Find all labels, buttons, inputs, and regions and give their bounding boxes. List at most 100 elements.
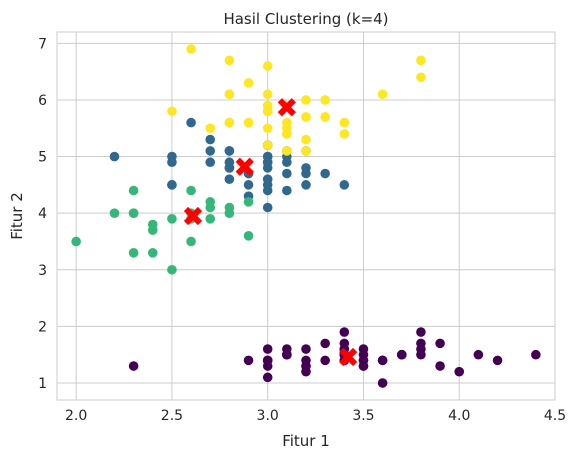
cluster-3-point	[243, 117, 254, 128]
x-tick-label: 4.0	[448, 408, 470, 424]
cluster-0-point	[358, 344, 369, 354]
cluster-2-point	[167, 214, 177, 224]
cluster-0-point	[301, 355, 311, 366]
cluster-1-point	[167, 151, 177, 162]
cluster-3-point	[282, 146, 292, 156]
x-axis-label: Fitur 1	[282, 432, 330, 450]
cluster-0-point	[435, 361, 445, 371]
cluster-1-point	[224, 174, 235, 184]
cluster-1-point	[301, 180, 311, 190]
cluster-2-point	[186, 236, 196, 247]
cluster-2-point	[128, 208, 139, 218]
x-tick-label: 2.0	[65, 408, 87, 424]
cluster-3-point	[301, 112, 311, 122]
cluster-1-point	[205, 134, 216, 145]
cluster-3-point	[224, 55, 235, 66]
cluster-1-point	[205, 157, 216, 168]
x-tick-label: 2.5	[161, 408, 183, 424]
x-tick-label: 4.5	[544, 408, 566, 424]
cluster-1-point	[224, 146, 235, 156]
cluster-3-point	[186, 44, 196, 54]
cluster-0-point	[262, 344, 273, 354]
y-tick-label: 4	[38, 206, 47, 222]
cluster-3-point	[320, 95, 330, 105]
cluster-1-point	[186, 117, 196, 128]
cluster-0-point	[531, 349, 541, 360]
cluster-2-point	[205, 214, 216, 224]
cluster-3-point	[320, 112, 330, 122]
cluster-0-point	[377, 378, 388, 388]
cluster-1-point	[167, 180, 177, 190]
cluster-3-point	[377, 89, 388, 100]
cluster-3-point	[301, 134, 311, 145]
cluster-0-point	[339, 327, 350, 337]
cluster-0-point	[416, 327, 426, 337]
centroid-marker	[277, 98, 296, 117]
cluster-0-point	[320, 355, 330, 366]
y-tick-label: 5	[38, 150, 47, 166]
cluster-3-point	[224, 117, 235, 128]
cluster-1-point	[282, 185, 292, 196]
cluster-0-point	[128, 361, 139, 371]
cluster-3-point	[339, 129, 350, 139]
chart-title: Hasil Clustering (k=4)	[223, 10, 388, 28]
y-axis-label: Fitur 2	[8, 192, 26, 240]
cluster-3-point	[243, 78, 254, 88]
cluster-2-point	[71, 236, 81, 247]
plot-area	[56, 31, 556, 401]
cluster-3-point	[282, 129, 292, 139]
y-tick-label: 2	[38, 319, 47, 335]
cluster-0-point	[473, 349, 484, 360]
cluster-0-point	[243, 355, 254, 366]
cluster-2-point	[147, 225, 158, 235]
cluster-0-point	[396, 349, 407, 360]
cluster-0-point	[358, 361, 369, 371]
cluster-2-point	[186, 185, 196, 196]
cluster-3-point	[262, 123, 273, 134]
cluster-1-point	[282, 168, 292, 179]
cluster-0-point	[320, 338, 330, 349]
cluster-0-point	[377, 355, 388, 366]
cluster-1-point	[109, 151, 120, 162]
data-points	[71, 44, 541, 388]
cluster-0-point	[282, 349, 292, 360]
cluster-2-point	[109, 208, 120, 218]
cluster-3-point	[224, 89, 235, 100]
cluster-1-point	[320, 168, 330, 179]
cluster-2-point	[128, 248, 139, 258]
cluster-3-point	[301, 146, 311, 156]
centroids	[183, 98, 358, 367]
cluster-2-point	[205, 197, 216, 207]
cluster-3-point	[339, 117, 350, 128]
cluster-0-point	[435, 338, 445, 349]
centroid-marker	[339, 347, 358, 367]
cluster-0-point	[262, 355, 273, 366]
grid	[57, 32, 556, 400]
cluster-2-point	[243, 231, 254, 241]
cluster-0-point	[416, 344, 426, 354]
cluster-3-point	[301, 95, 311, 105]
cluster-3-point	[262, 140, 273, 151]
centroid-marker	[183, 206, 203, 226]
cluster-3-point	[262, 89, 273, 100]
cluster-1-point	[205, 146, 216, 156]
cluster-1-point	[262, 202, 273, 213]
cluster-2-point	[128, 185, 139, 196]
y-tick-label: 1	[38, 376, 47, 392]
y-tick-labels: 1 2 3 4 5 6 7	[38, 36, 47, 392]
x-tick-label: 3.0	[257, 408, 279, 424]
y-tick-label: 6	[38, 93, 47, 109]
cluster-2-point	[243, 197, 254, 207]
cluster-3-point	[416, 55, 426, 66]
cluster-0-point	[492, 355, 503, 366]
cluster-1-point	[339, 180, 350, 190]
cluster-1-point	[301, 163, 311, 173]
cluster-1-point	[224, 163, 235, 173]
cluster-1-point	[243, 180, 254, 190]
centroid-marker	[235, 157, 254, 176]
cluster-0-point	[454, 366, 465, 377]
x-tick-label: 3.5	[352, 408, 374, 424]
cluster-3-point	[262, 106, 273, 117]
x-tick-labels: 2.0 2.5 3.0 3.5 4.0 4.5	[65, 408, 566, 424]
